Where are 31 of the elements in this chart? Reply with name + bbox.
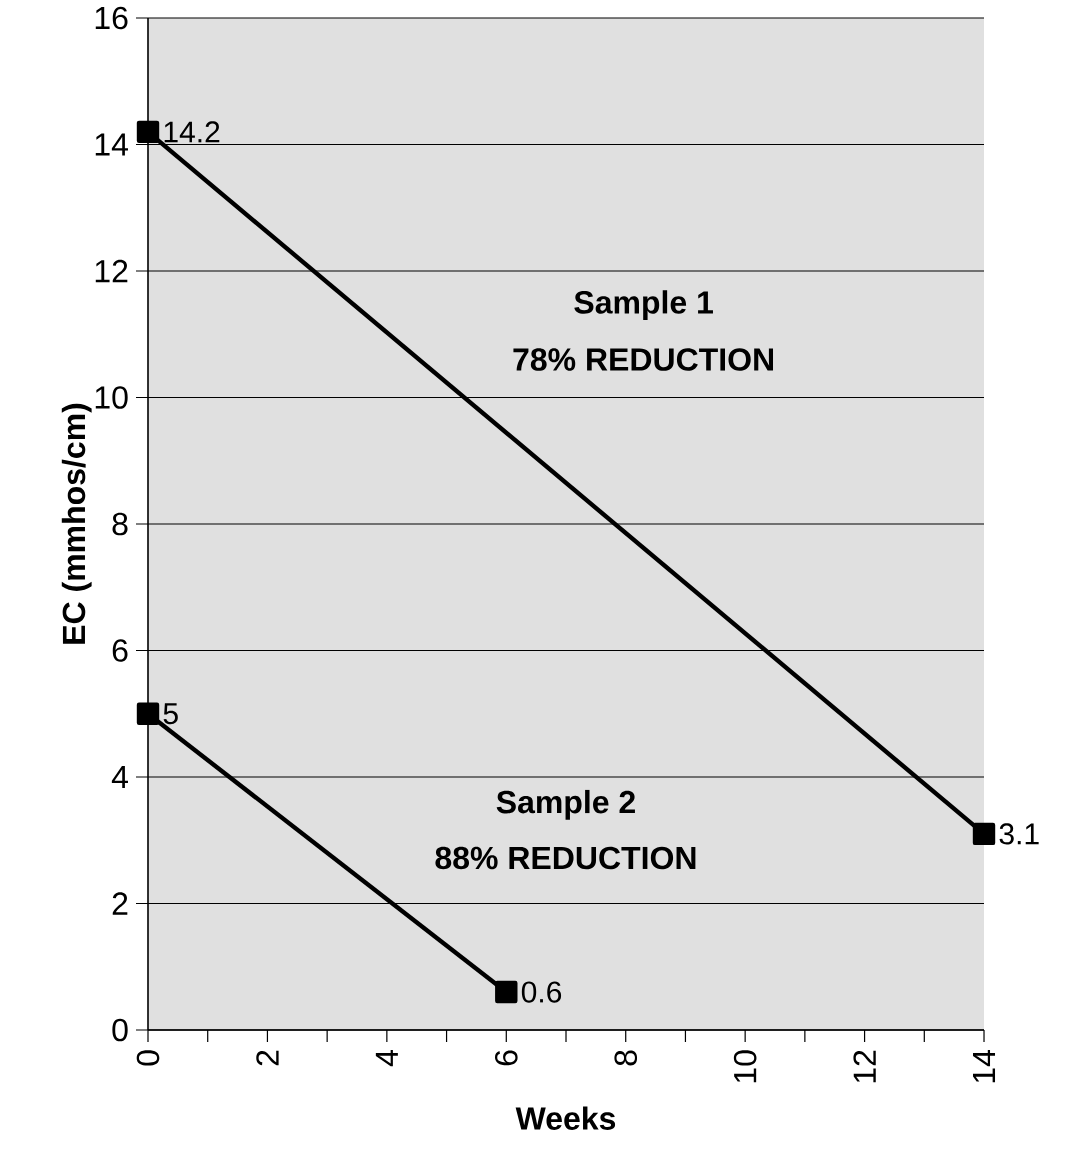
x-tick-label: 0 xyxy=(136,1050,160,1066)
x-tick-label: 10 xyxy=(733,1050,757,1083)
point xyxy=(136,120,160,144)
y-tick-label: 4 xyxy=(111,765,128,788)
x-tick-label: 14 xyxy=(973,1050,996,1083)
point xyxy=(495,980,518,1004)
annotation: Sample 2 xyxy=(496,789,635,820)
x-tick-label: 6 xyxy=(494,1050,518,1066)
point xyxy=(972,822,996,846)
data-label: 3.1 xyxy=(999,823,1039,845)
annotation: Sample 1 xyxy=(574,290,713,321)
annotation: 78% REDUCTION xyxy=(513,348,774,371)
x-tick-label: 8 xyxy=(614,1050,638,1066)
y-tick-label: 16 xyxy=(95,6,128,30)
x-tick-label: 12 xyxy=(853,1050,876,1083)
y-axis-title: EC (mmhos/cm) xyxy=(61,403,92,644)
x-axis-title: Weeks xyxy=(515,1106,616,1130)
annotation: 88% REDUCTION xyxy=(435,846,696,870)
y-tick-label: 10 xyxy=(95,386,128,409)
y-tick-label: 2 xyxy=(112,892,128,915)
point xyxy=(136,702,160,725)
data-label: 5 xyxy=(163,703,178,725)
y-tick-label: 14 xyxy=(95,133,128,156)
y-tick-label: 12 xyxy=(95,259,128,283)
data-label: 14.2 xyxy=(164,121,220,143)
y-tick-label: 6 xyxy=(112,639,128,662)
x-tick-label: 2 xyxy=(256,1050,279,1066)
y-tick-label: 0 xyxy=(112,1018,128,1042)
x-tick-label: 4 xyxy=(375,1050,398,1067)
y-tick-label: 8 xyxy=(112,512,128,536)
data-label: 0.6 xyxy=(521,981,562,1003)
